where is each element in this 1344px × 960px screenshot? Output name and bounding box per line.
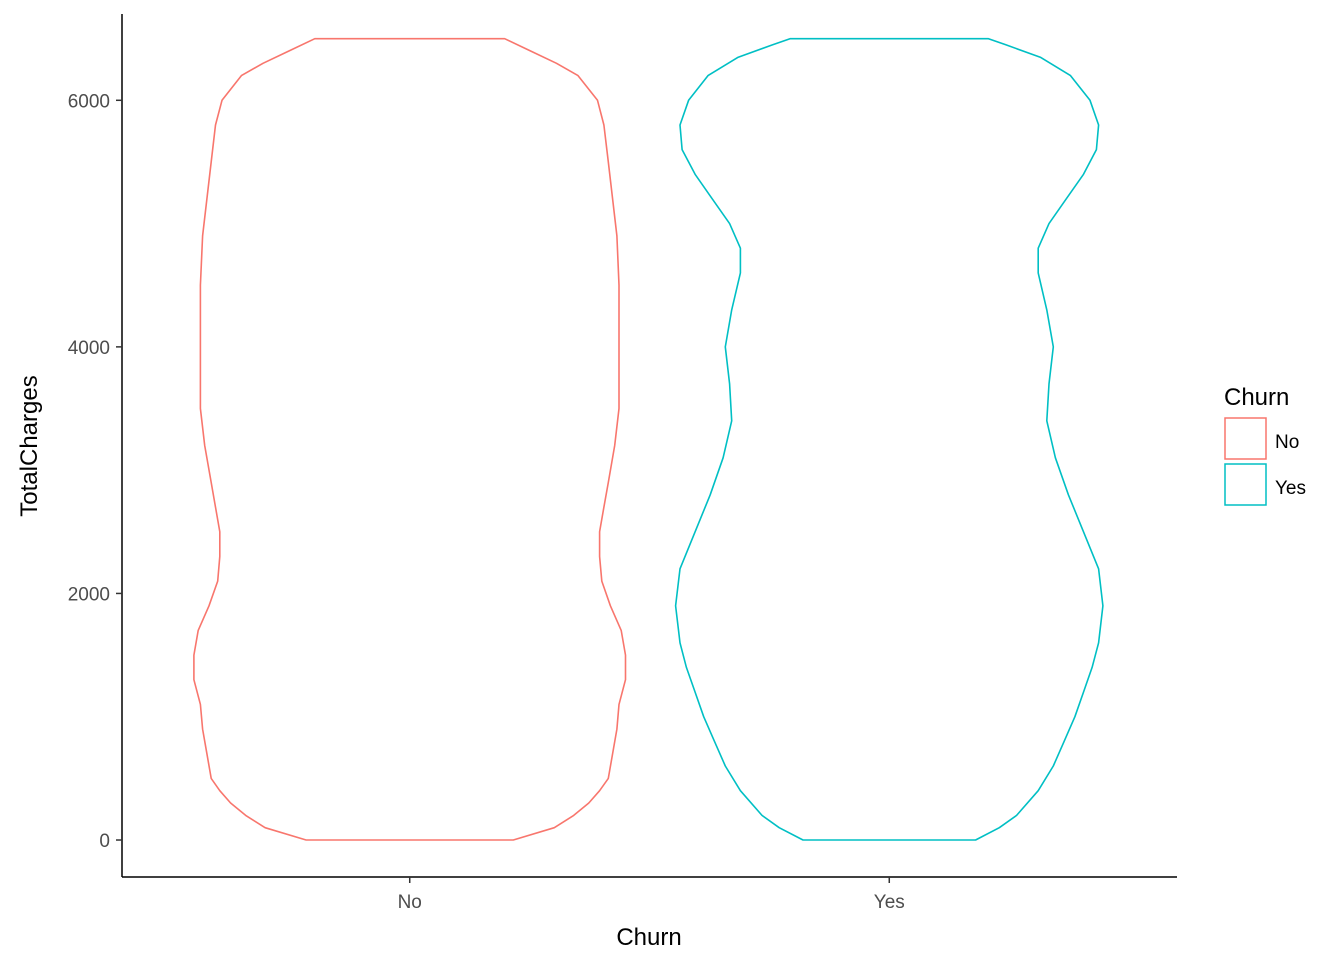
x-tick-label: Yes [874,892,905,913]
y-tick-label: 6000 [68,91,110,112]
y-tick-label: 4000 [68,338,110,359]
y-axis-title: TotalCharges [16,375,43,516]
violin-yes [674,37,1104,841]
legend-label-yes: Yes [1275,478,1306,499]
legend-label-no: No [1275,432,1299,453]
legend-title: Churn [1224,384,1289,411]
legend: Churn No Yes [1224,384,1306,506]
x-axis-ticks: No Yes [398,877,905,913]
y-tick-label: 2000 [68,584,110,605]
y-axis-ticks: 0 2000 4000 6000 [68,91,122,852]
x-axis-title: Churn [616,924,681,951]
y-tick-label: 0 [99,831,110,852]
legend-key-no [1224,417,1267,460]
plot-area [193,37,1104,841]
legend-key-yes [1224,463,1267,506]
x-tick-label: No [398,892,422,913]
violin-no [193,37,627,841]
